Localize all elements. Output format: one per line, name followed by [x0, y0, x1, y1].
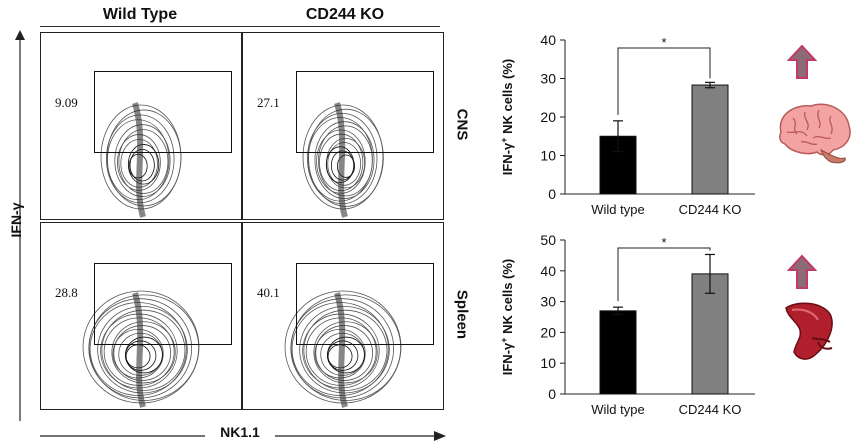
y-axis-title: IFN-γ+ NK cells (%)	[499, 59, 515, 176]
y-tick-label: 0	[548, 186, 556, 202]
contour-line	[318, 125, 373, 197]
spleen-icon	[785, 302, 833, 360]
contour-line	[313, 321, 378, 384]
row-label-cns: CNS	[453, 108, 471, 141]
contour-plot	[284, 290, 402, 408]
significance-bracket	[617, 247, 711, 302]
x-tick-label: CD244 KO	[679, 202, 742, 217]
contour-tail	[334, 292, 348, 408]
y-tick-label: 50	[540, 232, 556, 248]
contour-line	[336, 154, 356, 178]
contour-line	[303, 309, 388, 391]
gate-box	[296, 263, 434, 345]
contour-line	[308, 108, 384, 207]
bar-cd244-ko	[691, 84, 729, 195]
gate-percent: 27.1	[257, 95, 280, 110]
y-tick-label: 20	[540, 109, 556, 125]
bar-chart-spleen: 0 10 20 30 40 50 IFN-γ+ NK cells (%) Wild type C…	[499, 232, 755, 417]
y-axis-arrow	[15, 30, 25, 421]
y-tick-label: 10	[540, 148, 556, 164]
significance-bracket	[617, 47, 711, 115]
y-tick-label: 40	[540, 263, 556, 279]
y-tick-label: 20	[540, 324, 556, 340]
column-header-cd244-ko: CD244 KO	[305, 6, 385, 23]
gate-percent: 9.09	[55, 95, 78, 110]
flow-plot-spleen-cd244-ko: 40.1	[242, 222, 444, 410]
contour-line	[111, 321, 176, 384]
y-axis-title: IFN-γ+ NK cells (%)	[499, 259, 515, 376]
contour-tail	[132, 102, 146, 218]
contour-line	[106, 109, 182, 207]
flow-plot-cns-wild-type: 9.09	[40, 32, 242, 220]
significance-star: *	[661, 235, 666, 250]
contour-plot	[100, 102, 182, 218]
x-tick-label: CD244 KO	[679, 402, 742, 417]
y-tick-label: 30	[540, 71, 556, 87]
gate-box	[94, 71, 232, 153]
up-arrow-icon	[787, 254, 817, 289]
gate-percent: 40.1	[257, 285, 280, 300]
contour-plot	[302, 102, 384, 218]
x-axis-label: NK1.1	[205, 424, 275, 440]
y-tick-label: 40	[540, 32, 556, 48]
x-tick-label: Wild type	[591, 202, 644, 217]
contour-line	[118, 129, 169, 194]
bar-wild-type	[599, 310, 637, 395]
contour-line	[101, 309, 186, 391]
column-header-wild-type: Wild Type	[102, 6, 178, 23]
gate-box	[94, 263, 232, 345]
up-arrow-icon	[787, 44, 817, 79]
header-rule	[40, 26, 440, 27]
bar-cd244-ko	[691, 273, 729, 395]
flow-plot-cns-cd244-ko: 27.1	[242, 32, 444, 220]
contour-plot	[82, 290, 200, 408]
row-label-spleen: Spleen	[453, 289, 471, 340]
flow-plot-spleen-wild-type: 28.8	[40, 222, 242, 410]
x-tick-label: Wild type	[591, 402, 644, 417]
contour-tail	[132, 292, 146, 408]
contour-tail	[334, 102, 348, 218]
y-tick-label: 0	[548, 386, 556, 402]
y-axis-label: IFN-γ	[8, 202, 24, 238]
gate-percent: 28.8	[55, 285, 78, 300]
bar-chart-cns: 0 10 20 30 40 IFN-γ+ NK cells (%) Wild type CD2…	[499, 32, 755, 217]
brain-icon	[779, 103, 851, 164]
significance-star: *	[661, 35, 666, 50]
gate-box	[296, 71, 434, 153]
y-tick-label: 10	[540, 355, 556, 371]
y-tick-label: 30	[540, 294, 556, 310]
contour-line	[127, 144, 160, 185]
